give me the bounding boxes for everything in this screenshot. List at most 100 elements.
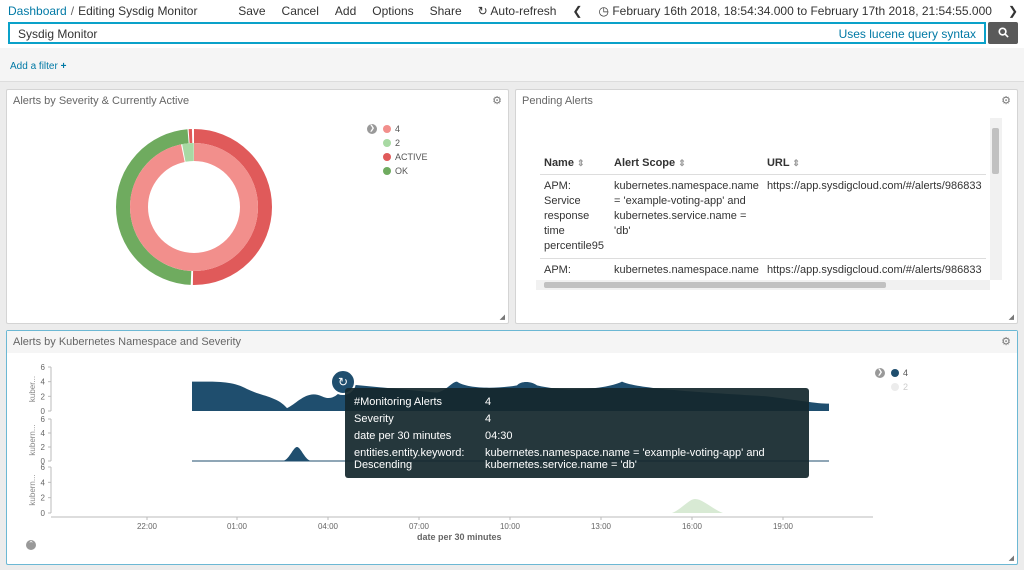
row-axis-label: kubern... [28,474,37,505]
legend-swatch [383,153,391,161]
auto-refresh-label: Auto-refresh [490,4,557,18]
clock-icon: ◷ [598,4,609,18]
legend-item-2[interactable]: 2 [875,380,908,394]
save-button[interactable]: Save [238,4,266,18]
horizontal-scrollbar-thumb[interactable] [544,282,886,288]
legend-toggle-icon[interactable]: ❯ [367,124,377,134]
y-tick-label: 0 [41,407,46,416]
y-tick-label: 0 [41,509,46,518]
legend-label: 4 [395,124,401,134]
cancel-button[interactable]: Cancel [281,4,319,18]
legend-item-4[interactable]: ❯ 4 [875,366,908,380]
search-input[interactable]: Sysdig Monitor Uses lucene query syntax [8,22,986,44]
tooltip-value: 4 [485,396,492,408]
severity-legend: ❯ 4 2 ACTIVE OK [367,122,428,178]
resize-handle[interactable]: ◢ [1008,555,1014,562]
panel-title: Alerts by Kubernetes Namespace and Sever… [13,336,242,348]
tooltip-value: 4 [485,413,492,425]
legend-toggle-icon[interactable]: ❯ [875,368,885,378]
sort-icon: ⇕ [792,157,800,168]
y-tick-label: 2 [41,392,46,401]
y-tick-label: 6 [41,463,46,472]
legend-label: 4 [903,368,909,378]
chevron-left-icon: ❮ [572,4,583,18]
time-range-picker[interactable]: ◷ February 16th 2018, 18:54:34.000 to Fe… [598,4,991,18]
x-tick-label: 07:00 [409,522,430,531]
cell-url[interactable]: https://app.sysdigcloud.com/#/alerts/986… [762,174,986,259]
horizontal-scrollbar[interactable] [536,280,990,290]
gear-icon[interactable]: ⚙ [492,95,502,107]
y-tick-label: 0 [41,457,46,466]
legend-swatch [891,383,899,391]
tooltip-value: 04:30 [485,430,513,442]
panel-header [7,331,1017,353]
breadcrumb-dashboard-link[interactable]: Dashboard [8,4,67,18]
legend-swatch [383,139,391,147]
x-tick-label: 22:00 [137,522,158,531]
time-range-label: February 16th 2018, 18:54:34.000 to Febr… [612,4,992,18]
vertical-scrollbar-thumb[interactable] [992,128,999,174]
auto-refresh-button[interactable]: ↻ Auto-refresh [478,4,557,18]
collapse-legend-button[interactable]: ⌃ [26,540,36,550]
breadcrumb-current: Editing Sysdig Monitor [78,4,198,18]
severity-donut-chart [116,129,272,285]
legend-item-2[interactable]: 2 [367,136,428,150]
refresh-icon: ↻ [477,4,488,18]
sort-icon: ⇕ [678,157,686,168]
legend-item-ok[interactable]: OK [367,164,428,178]
y-tick-label: 6 [41,415,46,424]
search-input-value: Sysdig Monitor [18,27,98,41]
search-button[interactable] [988,22,1018,44]
y-tick-label: 4 [41,429,46,438]
legend-swatch [891,369,899,377]
resize-handle[interactable]: ◢ [1008,314,1014,321]
legend-swatch [383,167,391,175]
gear-icon[interactable]: ⚙ [1001,95,1011,107]
tooltip-value: kubernetes.namespace.name = 'example-vot… [485,447,765,471]
x-tick-label: 19:00 [773,522,794,531]
filter-bar: Add a filter + [0,48,1024,82]
resize-handle[interactable]: ◢ [499,314,505,321]
tooltip-key: #Monitoring Alerts [354,396,443,408]
legend-item-active[interactable]: ACTIVE [367,150,428,164]
x-tick-label: 16:00 [682,522,703,531]
add-filter-label: Add a filter [10,61,58,72]
x-tick-label: 04:00 [318,522,339,531]
legend-label: 2 [395,138,401,148]
gear-icon[interactable]: ⚙ [1001,336,1011,348]
cell-scope: kubernetes.namespace.name = 'example-vot… [610,174,763,259]
plus-icon: + [60,61,67,72]
legend-label: ACTIVE [395,152,428,162]
tooltip-key: Severity [354,413,394,425]
panel-title: Pending Alerts [522,95,593,107]
vertical-scrollbar[interactable] [990,118,1002,280]
panel-title: Alerts by Severity & Currently Active [13,95,190,107]
column-header-scope[interactable]: Alert Scope ⇕ [610,152,763,175]
time-forward-button[interactable]: ❯ [1008,4,1018,18]
share-button[interactable]: Share [429,4,462,18]
breadcrumb-separator: / [70,4,75,18]
x-tick-label: 10:00 [500,522,521,531]
cell-name: APM: Service response time percentile95 [540,174,610,259]
donut-slice-ok[interactable] [116,129,272,285]
area-series-severity-2[interactable] [672,499,723,513]
y-tick-label: 2 [41,494,46,503]
y-tick-label: 4 [41,378,46,387]
y-tick-label: 6 [41,363,46,372]
legend-label: OK [395,166,409,176]
chart-tooltip: #Monitoring Alerts 4 Severity 4 date per 3… [345,388,809,478]
donut-slice-severity-4[interactable] [130,143,258,271]
lucene-syntax-link[interactable]: Uses lucene query syntax [838,27,976,41]
add-filter-button[interactable]: Add a filter + [10,61,66,72]
table-row: APM: Service response time percentile95 … [540,174,986,259]
donut-slice-active[interactable] [116,129,272,285]
pending-alerts-table-viewport: Name ⇕ Alert Scope ⇕ URL ⇕ APM: Service … [536,116,1002,292]
column-header-name[interactable]: Name ⇕ [540,152,610,175]
column-header-url[interactable]: URL ⇕ [762,152,986,175]
add-button[interactable]: Add [334,4,357,18]
area-series-severity-4[interactable] [282,447,312,461]
legend-item-4[interactable]: ❯ 4 [367,122,428,136]
options-button[interactable]: Options [372,4,414,18]
row-axis-label: kuber... [28,376,37,402]
time-back-button[interactable]: ❮ [572,4,582,18]
